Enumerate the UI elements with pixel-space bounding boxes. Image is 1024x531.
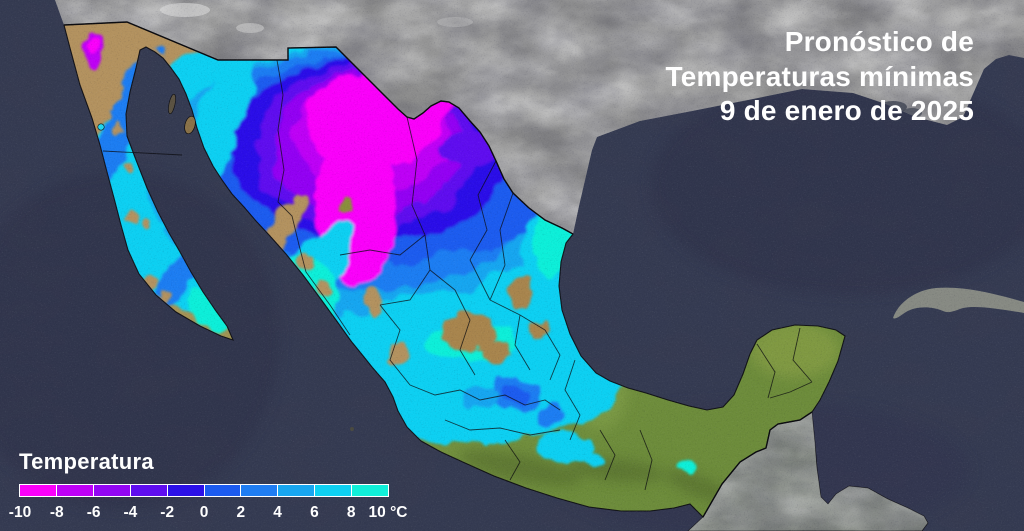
title-line-3: 9 de enero de 2025 (719, 95, 974, 126)
colorbar-segment (241, 485, 279, 496)
colorbar-segment (20, 485, 57, 496)
colorbar-segment (167, 485, 205, 496)
title-line-1: Pronóstico de (784, 26, 974, 57)
colorbar-tick: 2 (236, 504, 246, 521)
colorbar-tick: 0 (199, 504, 209, 521)
temperature-colorbar (19, 484, 389, 497)
colorbar-tick: -2 (160, 504, 175, 521)
colorbar-segment (56, 485, 94, 496)
map-title: Pronóstico de Temperaturas mínimas 9 de … (666, 25, 975, 129)
colorbar-tick: 6 (310, 504, 319, 521)
temperature-legend: Temperatura -10 -8 -6 -4 -2 0 2 4 6 8 10 °C (9, 449, 408, 524)
title-line-2: Temperaturas mínimas (665, 60, 974, 92)
colorbar-tick: -8 (49, 504, 64, 521)
colorbar-segment (352, 485, 389, 496)
colorbar-tick: 8 (346, 504, 356, 521)
colorbar-tick: 10 °C (368, 504, 408, 521)
colorbar-segment (130, 485, 168, 496)
colorbar-tick: 4 (273, 504, 282, 521)
colorbar-segment (93, 485, 131, 496)
colorbar-ticks: -10 -8 -6 -4 -2 0 2 4 6 8 10 °C (9, 504, 408, 524)
colorbar-segment (278, 485, 316, 496)
colorbar-tick: -6 (86, 504, 101, 521)
legend-label: Temperatura (19, 449, 154, 474)
colorbar-tick: -10 (8, 504, 32, 521)
colorbar-segment (315, 485, 353, 496)
colorbar-segment (204, 485, 242, 496)
colorbar-tick: -4 (123, 504, 138, 521)
